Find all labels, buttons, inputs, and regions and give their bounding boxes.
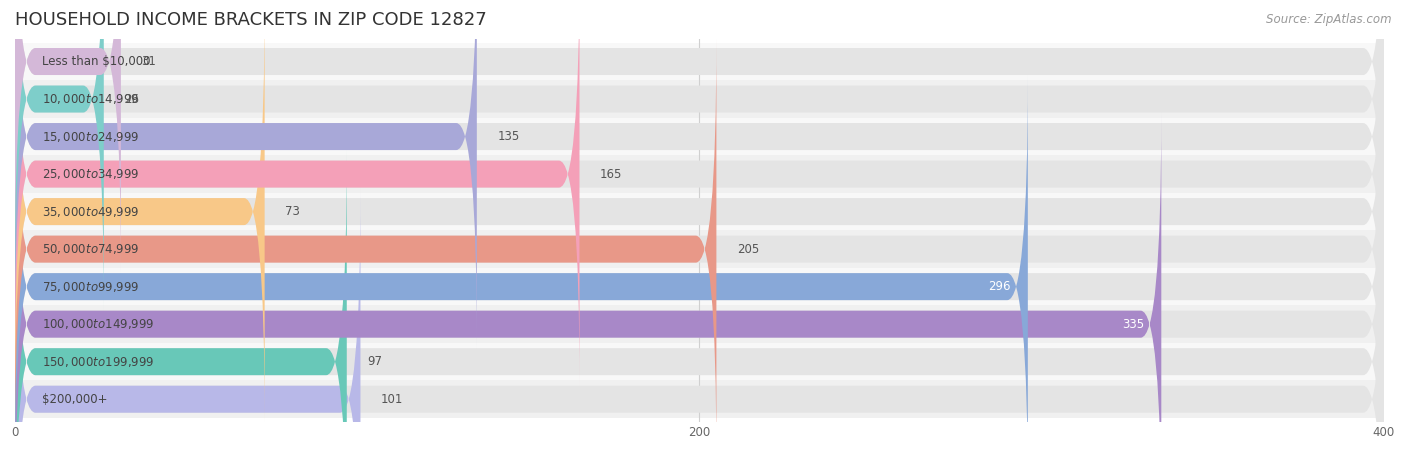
Bar (15, 230, 1384, 268)
FancyBboxPatch shape (15, 75, 1028, 450)
Text: 135: 135 (498, 130, 520, 143)
FancyBboxPatch shape (15, 0, 1384, 273)
Bar (15, 43, 1384, 80)
Bar (15, 155, 1384, 193)
Text: $150,000 to $199,999: $150,000 to $199,999 (42, 355, 155, 369)
Text: Source: ZipAtlas.com: Source: ZipAtlas.com (1267, 14, 1392, 27)
FancyBboxPatch shape (15, 150, 347, 450)
FancyBboxPatch shape (15, 112, 1384, 450)
Text: $200,000+: $200,000+ (42, 393, 108, 406)
Text: $10,000 to $14,999: $10,000 to $14,999 (42, 92, 139, 106)
FancyBboxPatch shape (15, 150, 1384, 450)
Text: 335: 335 (1122, 318, 1144, 331)
FancyBboxPatch shape (15, 0, 1384, 348)
Text: 165: 165 (600, 167, 623, 180)
FancyBboxPatch shape (15, 0, 1384, 423)
Text: 26: 26 (124, 93, 139, 106)
Bar (15, 193, 1384, 230)
Text: 205: 205 (737, 243, 759, 256)
FancyBboxPatch shape (15, 37, 717, 450)
FancyBboxPatch shape (15, 0, 1384, 386)
FancyBboxPatch shape (15, 0, 477, 348)
FancyBboxPatch shape (15, 0, 104, 310)
FancyBboxPatch shape (15, 112, 1161, 450)
Text: 97: 97 (367, 355, 382, 368)
Text: $75,000 to $99,999: $75,000 to $99,999 (42, 279, 139, 294)
Text: Less than $10,000: Less than $10,000 (42, 55, 150, 68)
FancyBboxPatch shape (15, 0, 264, 423)
FancyBboxPatch shape (15, 37, 1384, 450)
Text: 31: 31 (142, 55, 156, 68)
Text: $25,000 to $34,999: $25,000 to $34,999 (42, 167, 139, 181)
Text: $35,000 to $49,999: $35,000 to $49,999 (42, 205, 139, 219)
Bar (15, 80, 1384, 118)
FancyBboxPatch shape (15, 75, 1384, 450)
Text: 296: 296 (988, 280, 1011, 293)
FancyBboxPatch shape (15, 188, 360, 450)
Text: 101: 101 (381, 393, 404, 406)
Bar (15, 118, 1384, 155)
Text: $15,000 to $24,999: $15,000 to $24,999 (42, 130, 139, 144)
Text: $50,000 to $74,999: $50,000 to $74,999 (42, 242, 139, 256)
Text: 73: 73 (285, 205, 299, 218)
Text: HOUSEHOLD INCOME BRACKETS IN ZIP CODE 12827: HOUSEHOLD INCOME BRACKETS IN ZIP CODE 12… (15, 11, 486, 29)
FancyBboxPatch shape (15, 0, 121, 273)
FancyBboxPatch shape (15, 188, 1384, 450)
Bar (15, 343, 1384, 380)
FancyBboxPatch shape (15, 0, 579, 386)
Bar (15, 268, 1384, 306)
FancyBboxPatch shape (15, 0, 1384, 310)
Bar (15, 380, 1384, 418)
Bar (15, 306, 1384, 343)
Text: $100,000 to $149,999: $100,000 to $149,999 (42, 317, 155, 331)
